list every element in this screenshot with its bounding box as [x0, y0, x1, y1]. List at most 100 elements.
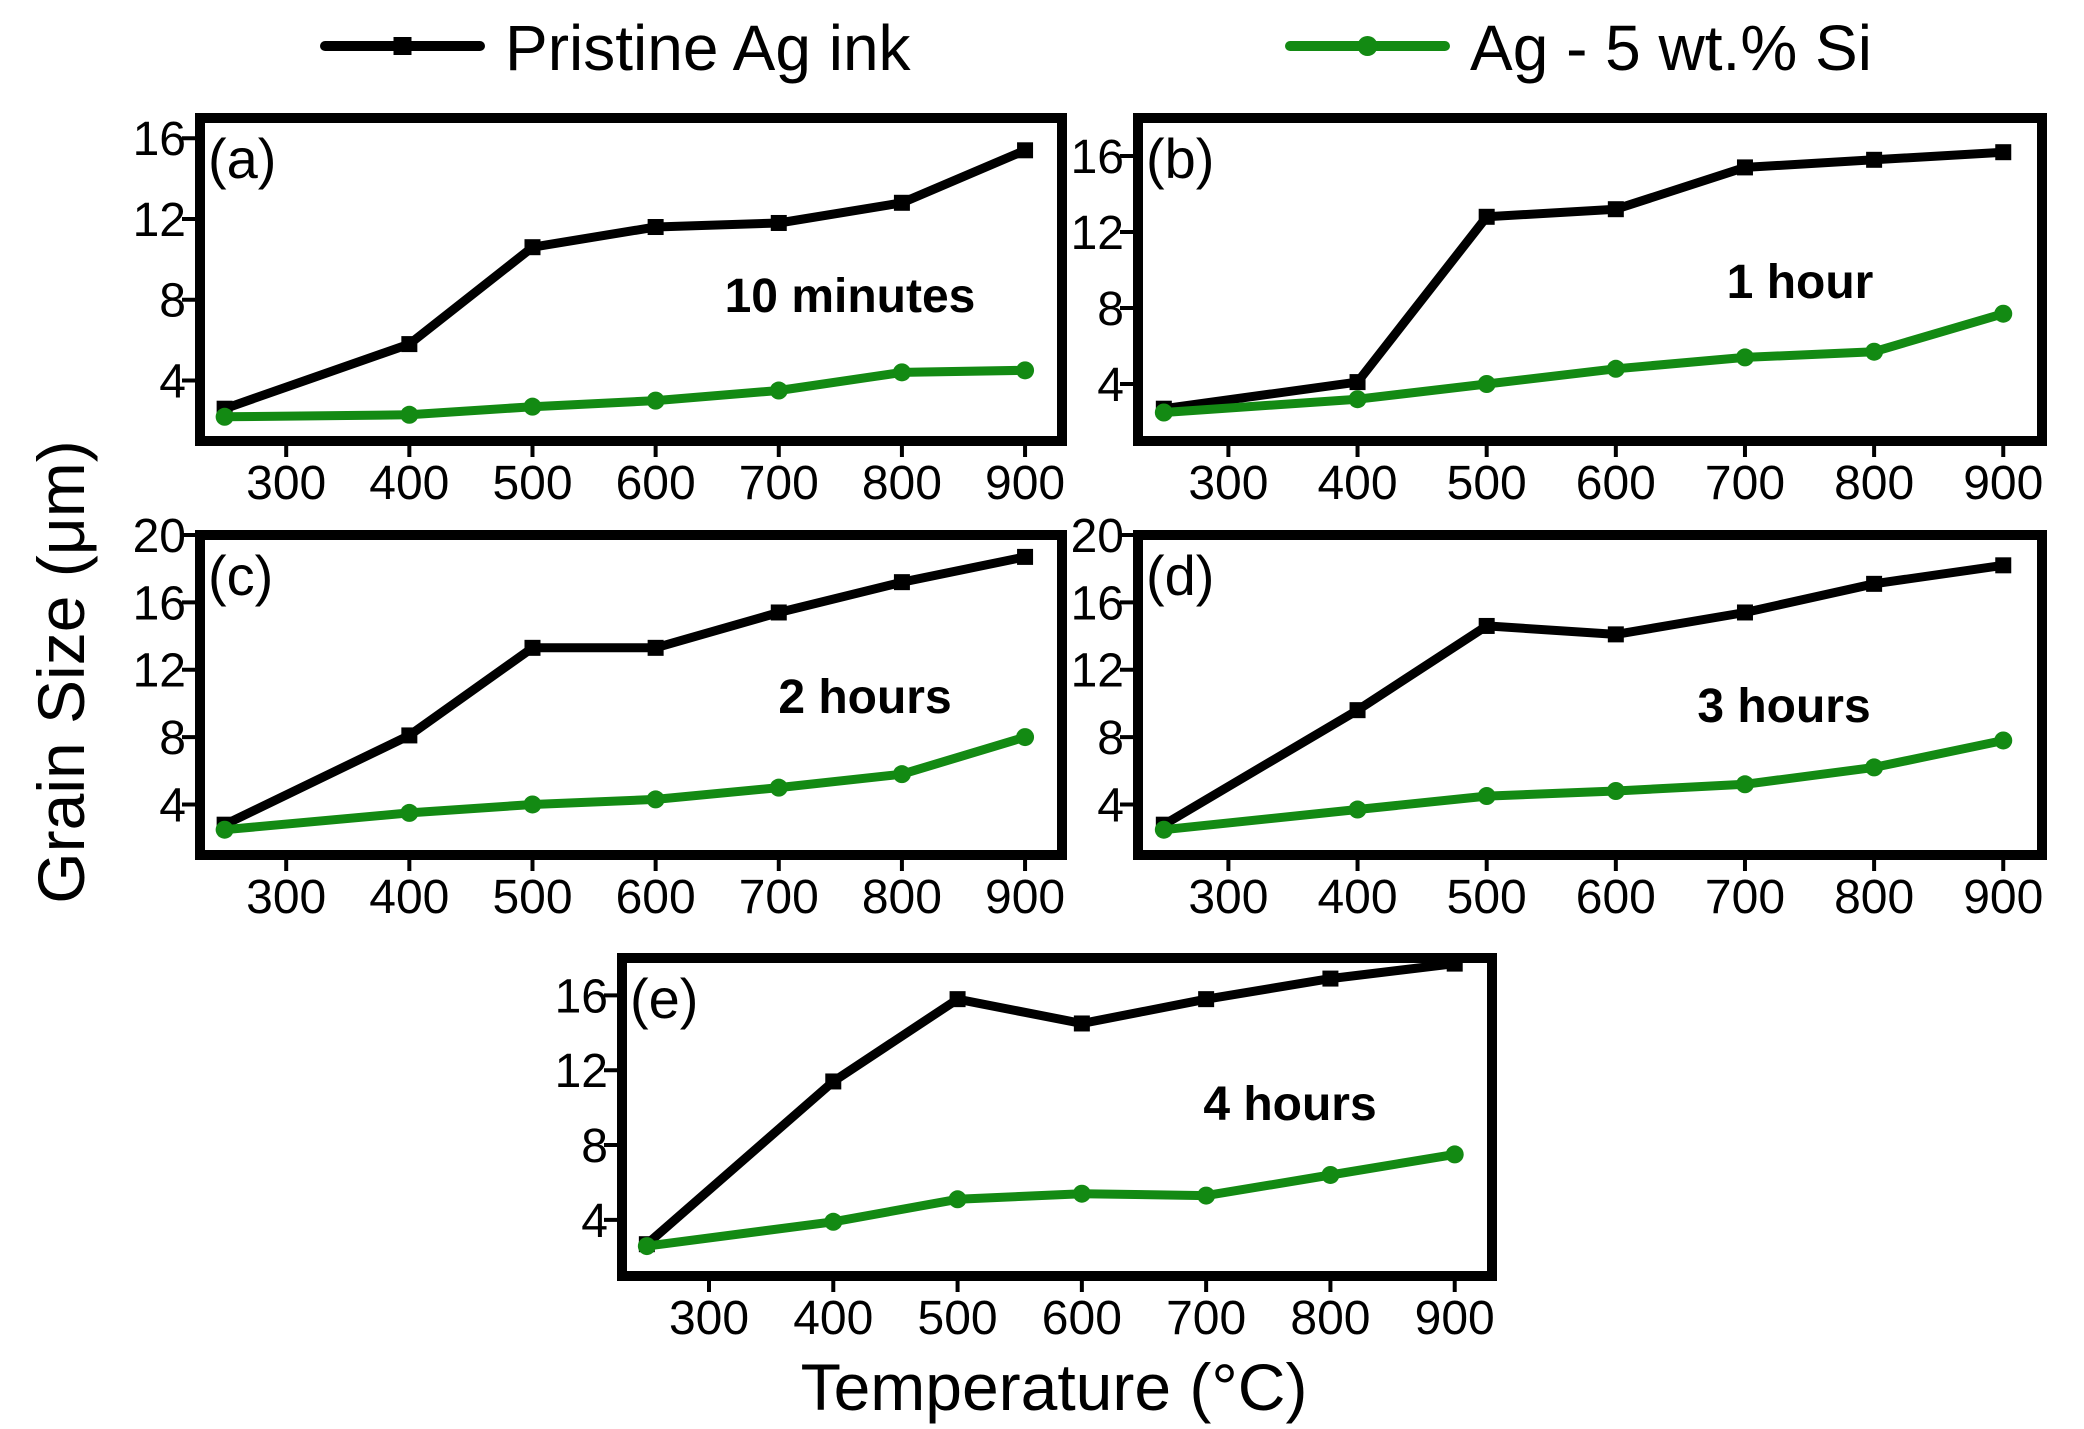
legend-marker-square	[393, 37, 412, 55]
x-tick-label: 700	[1166, 1292, 1246, 1345]
y-tick-label: 4	[1097, 779, 1124, 832]
y-axis-title: Grain Size (μm)	[24, 440, 98, 903]
legend-label: Ag - 5 wt.% Si	[1470, 12, 1872, 84]
x-tick-label: 800	[862, 457, 942, 510]
series-line-ag-si	[220, 732, 1030, 835]
x-tick-label: 500	[492, 457, 572, 510]
data-point-ag-si	[769, 778, 788, 797]
x-tick-label: 600	[1576, 457, 1656, 510]
data-point-pristine	[1866, 575, 1883, 592]
data-point-ag-si	[1348, 390, 1367, 409]
data-point-ag-si	[523, 795, 542, 814]
x-tick-label: 400	[1317, 871, 1397, 924]
x-tick-label: 900	[985, 457, 1065, 510]
data-point-pristine	[647, 639, 664, 656]
data-point-pristine	[893, 574, 910, 591]
plot-frame	[1133, 113, 2047, 446]
y-tick-label: 8	[581, 1120, 608, 1173]
x-tick-label: 600	[1576, 871, 1656, 924]
x-tick-label: 500	[918, 1292, 998, 1345]
x-tick-label: 400	[369, 871, 449, 924]
y-tick-label: 12	[555, 1045, 608, 1098]
x-tick-label: 300	[669, 1292, 749, 1345]
panels: 4 8 12 16 300 400 500 600 700 800 900 (a) 10 minutes…	[133, 113, 2047, 1345]
y-tick-label: 4	[1097, 359, 1124, 412]
y-tick-label: 8	[1097, 283, 1124, 336]
data-point-pristine	[401, 727, 418, 744]
data-point-ag-si	[1072, 1184, 1091, 1203]
panel-label: (c)	[208, 544, 273, 607]
data-point-ag-si	[1197, 1186, 1216, 1205]
data-point-pristine	[825, 1073, 842, 1090]
data-point-ag-si	[1606, 359, 1625, 378]
chart-panel: 4 8 12 16 20 300 400 500 600 700 800 900 (c) 2 hours	[133, 510, 1067, 924]
panel-label: (e)	[630, 967, 698, 1030]
chart-panel: 4 8 12 16 300 400 500 600 700 800 900 (e) 4 hours	[555, 953, 1497, 1345]
data-point-ag-si	[400, 803, 419, 822]
data-point-pristine	[1607, 201, 1624, 218]
legend-entry: Ag - 5 wt.% Si	[1285, 12, 1872, 84]
data-point-ag-si	[1445, 1145, 1464, 1164]
x-tick-label: 300	[1188, 871, 1268, 924]
data-point-ag-si	[1154, 820, 1173, 839]
x-tick-label: 700	[1705, 457, 1785, 510]
data-point-ag-si	[1016, 728, 1035, 747]
data-point-ag-si	[646, 391, 665, 410]
data-point-ag-si	[1735, 348, 1754, 367]
data-point-pristine	[647, 219, 664, 236]
data-point-ag-si	[892, 363, 911, 382]
data-point-pristine	[1017, 142, 1034, 159]
data-point-ag-si	[1994, 731, 2013, 750]
legend-entry: Pristine Ag ink	[320, 12, 912, 84]
data-point-pristine	[1017, 548, 1034, 565]
panel-label: (d)	[1146, 544, 1214, 607]
x-tick-label: 300	[246, 871, 326, 924]
x-tick-label: 600	[616, 871, 696, 924]
y-tick-label: 12	[133, 194, 186, 247]
x-axis-title: Temperature (°C)	[801, 1350, 1308, 1424]
legend: Pristine Ag ink Ag - 5 wt.% Si	[320, 12, 1872, 84]
data-point-ag-si	[769, 381, 788, 400]
x-tick-label: 700	[739, 871, 819, 924]
data-point-ag-si	[1477, 375, 1496, 393]
x-tick-label: 800	[1290, 1292, 1370, 1345]
series-line-ag-si	[1159, 309, 2008, 417]
x-tick-label: 900	[1415, 1292, 1495, 1345]
data-point-pristine	[524, 239, 541, 256]
data-point-ag-si	[1348, 800, 1367, 819]
legend-marker-circle	[1357, 36, 1378, 56]
duration-annotation: 4 hours	[1203, 1078, 1376, 1131]
data-point-pristine	[1073, 1015, 1090, 1032]
data-point-pristine	[1446, 955, 1463, 972]
y-tick-label: 16	[1071, 577, 1124, 630]
y-tick-label: 4	[159, 779, 186, 832]
y-tick-label: 16	[133, 113, 186, 166]
x-tick-label: 800	[1834, 871, 1914, 924]
data-point-pristine	[1736, 604, 1753, 621]
x-tick-label: 900	[1963, 457, 2043, 510]
x-tick-label: 600	[616, 457, 696, 510]
data-point-pristine	[524, 639, 541, 656]
data-point-ag-si	[400, 405, 419, 424]
data-point-pristine	[1198, 991, 1215, 1008]
plot-frame	[195, 113, 1067, 446]
data-point-ag-si	[215, 820, 234, 839]
data-point-pristine	[1478, 617, 1495, 634]
y-tick-label: 12	[133, 645, 186, 698]
data-point-pristine	[1995, 144, 2012, 161]
duration-annotation: 10 minutes	[725, 270, 976, 323]
legend-label: Pristine Ag ink	[505, 12, 912, 84]
data-point-pristine	[1349, 702, 1366, 719]
x-tick-label: 800	[1834, 457, 1914, 510]
data-point-ag-si	[637, 1237, 656, 1256]
data-point-ag-si	[1865, 758, 1884, 777]
y-tick-label: 16	[1071, 131, 1124, 184]
chart-panel: 4 8 12 16 300 400 500 600 700 800 900 (a) 10 minutes	[133, 113, 1067, 510]
data-point-pristine	[770, 214, 787, 231]
x-tick-label: 300	[246, 457, 326, 510]
data-point-pristine	[1866, 151, 1883, 168]
duration-annotation: 1 hour	[1727, 256, 1874, 309]
x-tick-label: 500	[1447, 457, 1527, 510]
y-tick-label: 16	[133, 577, 186, 630]
data-point-ag-si	[215, 407, 234, 426]
